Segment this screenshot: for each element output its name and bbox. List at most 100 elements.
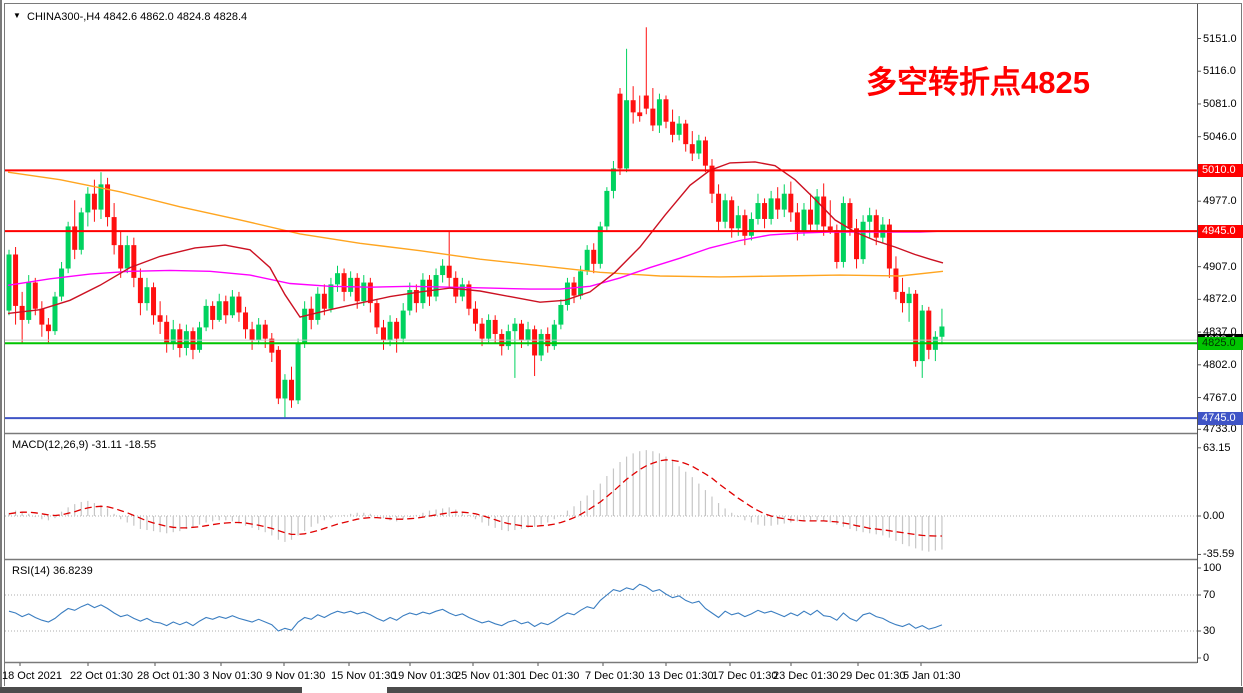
candle-body[interactable] [105,184,111,218]
candle-body[interactable] [801,209,807,232]
candle-body[interactable] [564,282,570,305]
candle-body[interactable] [512,323,518,332]
candle-body[interactable] [670,121,676,135]
candle-body[interactable] [788,193,794,213]
candle-body[interactable] [59,268,65,297]
candle-body[interactable] [597,226,603,264]
candle-body[interactable] [295,343,301,401]
candle-body[interactable] [321,293,327,309]
candle-body[interactable] [919,310,925,362]
candle-body[interactable] [676,123,682,135]
candle-body[interactable] [479,323,485,339]
candle-body[interactable] [151,287,157,316]
candle-body[interactable] [689,144,695,154]
candle-body[interactable] [926,310,932,350]
candle-body[interactable] [183,331,189,348]
candle-body[interactable] [374,303,380,328]
candle-body[interactable] [223,301,229,316]
candle-body[interactable] [282,379,288,399]
candle-body[interactable] [656,99,662,126]
candle-body[interactable] [91,193,97,210]
candle-body[interactable] [400,310,406,339]
candle-body[interactable] [98,184,104,210]
candle-body[interactable] [289,379,295,401]
candle-body[interactable] [394,321,400,339]
candle-body[interactable] [65,226,71,269]
candle-body[interactable] [716,193,722,222]
candle-body[interactable] [775,198,781,210]
candle-body[interactable] [203,305,209,328]
candle-body[interactable] [367,282,373,304]
chart-annotation-text[interactable]: 多空转折点4825 [866,65,1090,100]
candle-body[interactable] [85,193,91,213]
candle-body[interactable] [492,319,498,334]
candle-body[interactable] [551,324,557,347]
candle-body[interactable] [886,224,892,269]
candle-body[interactable] [256,324,262,341]
candle-body[interactable] [913,293,919,362]
candle-body[interactable] [124,245,130,269]
candle-body[interactable] [847,203,853,229]
candle-body[interactable] [781,193,787,210]
candle-body[interactable] [578,271,584,296]
candle-body[interactable] [335,273,340,285]
candle-body[interactable] [39,308,45,325]
candle-body[interactable] [867,215,873,222]
candle-body[interactable] [131,245,137,278]
candle-body[interactable] [472,308,478,324]
candle-body[interactable] [446,265,452,278]
candle-body[interactable] [19,305,25,320]
candle-body[interactable] [466,284,472,309]
candle-body[interactable] [170,329,176,344]
candle-body[interactable] [164,321,170,344]
candle-body[interactable] [900,291,906,304]
candle-body[interactable] [814,196,820,225]
candle-body[interactable] [893,268,899,292]
candle-body[interactable] [650,108,656,126]
candle-body[interactable] [387,321,393,341]
candle-body[interactable] [26,282,32,320]
candle-body[interactable] [269,338,275,353]
candle-body[interactable] [762,203,768,219]
candle-body[interactable] [748,218,754,236]
candle-body[interactable] [834,230,840,262]
candle-body[interactable] [604,190,610,227]
candle-body[interactable] [197,327,203,350]
candle-body[interactable] [610,168,616,191]
candle-body[interactable] [210,305,216,320]
candle-body[interactable] [216,301,222,320]
candle-body[interactable] [794,212,800,232]
candle-body[interactable] [617,93,623,169]
candle-body[interactable] [827,226,833,231]
candle-body[interactable] [407,290,413,311]
candle-body[interactable] [571,282,577,296]
candle-body[interactable] [637,112,643,117]
candle-body[interactable] [821,196,827,227]
candle-body[interactable] [348,277,354,292]
candle-body[interactable] [808,209,814,225]
candle-body[interactable] [630,100,636,113]
candle-body[interactable] [52,296,58,332]
candle-body[interactable] [315,293,321,320]
candle-body[interactable] [768,198,774,219]
candle-body[interactable] [722,200,728,222]
candle-body[interactable] [413,290,419,304]
candle-body[interactable] [906,293,912,304]
candle-body[interactable] [361,282,367,302]
candle-body[interactable] [72,226,78,250]
chevron-down-icon[interactable]: ▼ [13,11,21,20]
candle-body[interactable] [249,329,255,341]
candle-body[interactable] [505,331,511,347]
candle-body[interactable] [275,349,281,399]
candle-body[interactable] [702,140,708,166]
candle-body[interactable] [643,95,649,109]
candle-body[interactable] [229,296,235,316]
candle-body[interactable] [873,215,879,238]
candle-body[interactable] [459,284,465,297]
candle-body[interactable] [624,100,630,169]
candle-body[interactable] [354,277,360,302]
candle-body[interactable] [243,312,249,330]
candle-body[interactable] [118,245,124,269]
candle-body[interactable] [144,287,150,304]
